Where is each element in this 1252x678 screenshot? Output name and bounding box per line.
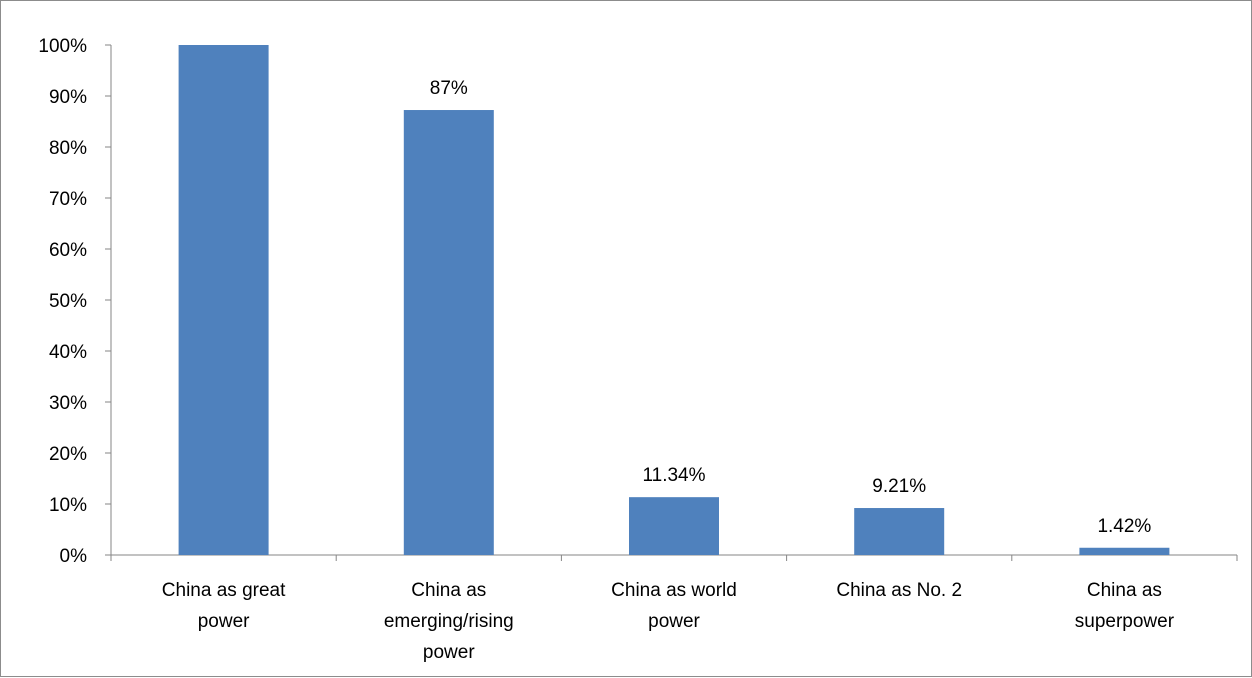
y-tick-label: 20% xyxy=(49,444,87,465)
y-tick-label: 10% xyxy=(49,495,87,516)
category-label-line: China as No. 2 xyxy=(836,580,962,601)
data-labels: 87% 11.34% 9.21% 1.42% xyxy=(430,78,1152,537)
category-label-line: power xyxy=(198,611,250,632)
y-tick-label: 100% xyxy=(38,36,87,57)
data-label: 9.21% xyxy=(872,476,926,497)
bar xyxy=(403,110,494,556)
category-label-line: emerging/rising xyxy=(384,611,514,632)
y-tick-label: 80% xyxy=(49,138,87,159)
category-label: China as No. 2 xyxy=(836,580,962,601)
category-label: China as great power xyxy=(162,580,286,632)
y-tick-label: 60% xyxy=(49,240,87,261)
category-label-line: power xyxy=(423,642,475,663)
y-tick-label: 0% xyxy=(60,546,88,567)
data-label: 1.42% xyxy=(1097,516,1151,537)
data-label: 87% xyxy=(430,78,468,99)
y-tick-label: 40% xyxy=(49,342,87,363)
category-label: China as emerging/rising power xyxy=(384,580,514,663)
bar xyxy=(178,45,269,555)
category-labels: China as great power China as emerging/risi… xyxy=(162,580,1175,663)
category-label-line: superpower xyxy=(1075,611,1175,632)
category-label-line: power xyxy=(648,611,700,632)
y-tick-label: 90% xyxy=(49,87,87,108)
y-axis: 0% 10% 20% 30% 40% 50% 60% 70% 80% 90% 100% xyxy=(38,36,112,567)
x-axis xyxy=(110,554,1238,561)
category-label-line: China as xyxy=(1087,580,1162,601)
bars xyxy=(178,45,1170,556)
category-label-line: China as world xyxy=(611,580,737,601)
category-label: China as world power xyxy=(611,580,737,632)
y-tick-label: 30% xyxy=(49,393,87,414)
category-label: China as superpower xyxy=(1075,580,1175,632)
bar xyxy=(1079,547,1170,555)
bar xyxy=(629,497,719,555)
category-label-line: China as xyxy=(411,580,486,601)
y-tick-label: 70% xyxy=(49,189,87,210)
category-label-line: China as great xyxy=(162,580,286,601)
y-tick-label: 50% xyxy=(49,291,87,312)
data-label: 11.34% xyxy=(642,465,705,486)
bar xyxy=(854,508,945,555)
